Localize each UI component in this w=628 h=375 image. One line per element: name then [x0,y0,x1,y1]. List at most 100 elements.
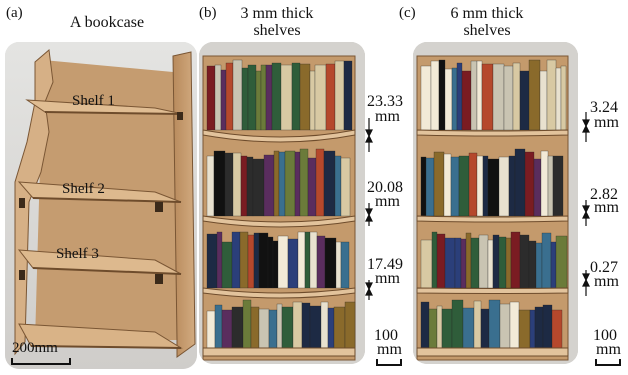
b-book [340,157,351,217]
bookcase-6mm-drawing [413,42,578,364]
b-scale-unit: mm [377,341,402,358]
b-book [263,154,275,217]
c-book [487,158,500,217]
b-book [287,238,299,289]
c-book [541,232,552,289]
bookcase-3mm-photo [199,42,365,364]
b-book [247,64,257,131]
b-book [232,59,243,131]
panel-c-letter: (c) [399,5,416,21]
c-book [450,156,460,217]
c-deflection-1-unit: mm [594,114,619,131]
b-book [206,65,216,131]
c-book [468,152,478,217]
c-book [420,301,430,349]
b-scale-value: 100 [374,327,398,344]
b-book [340,241,350,289]
bookcase-drawing [5,42,197,369]
c-book [498,156,510,217]
c-book [555,235,568,289]
b-book [309,305,322,349]
shelf-3-label: Shelf 3 [56,246,99,262]
c-scale-value: 100 [593,327,617,344]
c-book [519,70,530,131]
panel-a-title: A bookcase [69,14,145,31]
b-book [278,151,286,217]
c-book [451,67,458,131]
c-book [431,231,438,289]
b-book [260,64,267,131]
c-deflection-2-unit: mm [594,199,619,216]
b-book [343,60,353,131]
b-book [242,299,252,349]
b-book [258,232,269,289]
c-book [482,155,489,217]
b-book [265,64,273,131]
c-book [528,240,537,289]
c-shelf [416,287,569,294]
b-book [316,235,326,289]
c-shelf [416,129,569,137]
b-deflection-1-unit: mm [375,108,400,125]
b-book [280,64,293,131]
b-deflection-2-value: 20.08 [367,179,403,196]
c-book [425,157,435,217]
c-book [498,236,507,289]
c-book [560,65,567,131]
c-book [454,237,462,289]
b-deflection-2-unit: mm [375,193,400,210]
c-book [481,63,494,131]
b-book [291,62,301,131]
b-book [323,150,336,217]
b-book [267,236,274,289]
b-deflection-1-value: 23.33 [367,93,403,110]
b-book [277,235,289,289]
c-book [488,299,501,349]
b-book [246,156,254,217]
c-book [428,308,438,349]
b-shelf [202,215,356,228]
b-book [304,231,311,289]
c-book [552,155,564,217]
panel-b-letter: (b) [199,5,217,21]
c-book [503,65,514,131]
bookcase-photo [5,42,197,369]
c-book [540,150,549,217]
b-deflection-3-unit: mm [375,270,400,287]
bookcase-6mm-photo [413,42,578,364]
b-book [309,70,316,131]
b-shelf [202,287,356,299]
b-book [320,301,329,349]
b-book [325,63,336,131]
b-book [344,301,356,349]
c-book [534,306,544,349]
c-book [535,242,543,289]
c-book [456,62,463,131]
b-book [213,150,226,217]
b-book [231,231,241,289]
c-book [420,156,427,217]
c-book [487,239,494,289]
c-book [470,60,478,131]
b-book [324,237,337,289]
b-book [220,69,227,131]
b-book [221,241,233,289]
c-book [436,305,443,349]
panel-a-scale-label: 200mm [12,340,58,356]
c-book [433,151,445,217]
c-book [451,299,464,349]
b-book [232,152,242,217]
c-book [492,63,505,131]
c-book [444,68,453,131]
c-book [505,237,512,289]
b-book [214,304,223,349]
b-book [224,152,234,217]
b-book [294,151,301,217]
b-book [301,302,311,349]
b-book [206,155,215,217]
b-book [214,64,222,131]
b-book [240,155,248,217]
shelf-2-label: Shelf 2 [62,181,105,197]
c-book [480,308,490,349]
b-book [231,306,244,349]
